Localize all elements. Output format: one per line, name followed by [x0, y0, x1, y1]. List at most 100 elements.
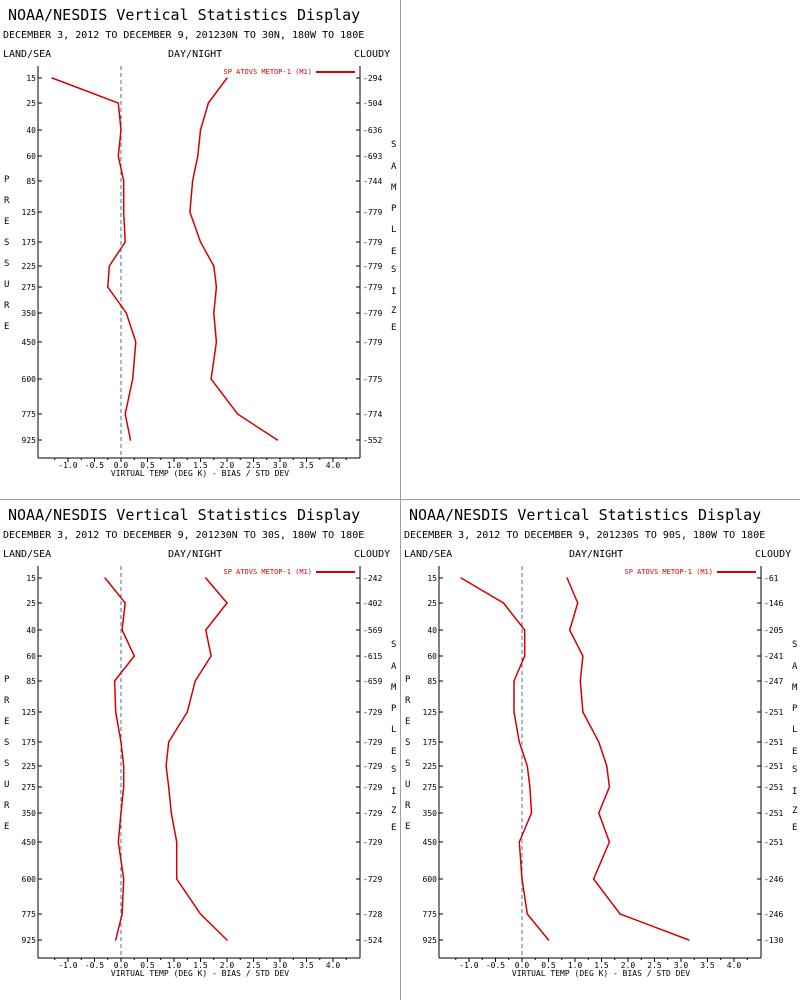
std-dev-line — [165, 577, 228, 941]
std-dev-point — [579, 680, 582, 682]
std-dev-point — [197, 155, 199, 157]
bias-point — [121, 629, 123, 631]
sample-size-label: -504 — [363, 99, 382, 108]
y-axis-label-letter: R — [4, 196, 10, 206]
std-dev-point — [598, 812, 600, 814]
pressure-tick-label: 15 — [26, 74, 36, 83]
pressure-tick-label: 15 — [427, 574, 437, 583]
bias-point — [122, 211, 125, 213]
right-axis-label-letter: S — [391, 265, 396, 275]
y-axis-label-letter: E — [4, 717, 9, 727]
pressure-tick-label: 275 — [22, 783, 37, 792]
sample-size-label: -779 — [363, 338, 382, 347]
header-land-sea: LAND/SEA — [3, 549, 51, 560]
bias-point — [521, 878, 523, 880]
right-axis-label-letter: M — [391, 183, 397, 193]
std-dev-point — [226, 77, 228, 79]
x-tick-label: 3.0 — [273, 461, 288, 470]
bias-point — [122, 180, 125, 182]
std-dev-point — [608, 786, 611, 788]
right-axis-label-letter: L — [391, 225, 396, 235]
x-tick-label: 3.0 — [674, 961, 689, 970]
bias-point — [133, 655, 136, 657]
std-dev-point — [226, 602, 228, 604]
y-axis-label-letter: U — [4, 780, 9, 790]
bias-point — [526, 765, 529, 767]
chart-panel-bottom-right: NOAA/NESDIS Vertical Statistics Display D… — [401, 500, 800, 1000]
std-dev-point — [186, 711, 189, 713]
pressure-tick-label: 600 — [22, 875, 37, 884]
sample-size-label: -251 — [764, 738, 783, 747]
std-dev-point — [598, 741, 600, 743]
y-axis-label-letter: P — [405, 675, 411, 685]
pressure-tick-label: 125 — [22, 208, 37, 217]
pressure-tick-label: 350 — [22, 809, 37, 818]
x-tick-label: 0.5 — [140, 961, 155, 970]
pressure-tick-label: 450 — [423, 838, 438, 847]
x-axis-label: VIRTUAL TEMP (DEG K) - BIAS / STD DEV — [111, 969, 289, 978]
sample-size-label: -524 — [363, 936, 382, 945]
y-axis-label-letter: R — [405, 696, 411, 706]
header-cloudy: CLOUDY — [755, 549, 791, 560]
pressure-tick-label: 60 — [26, 652, 36, 661]
sample-size-label: -744 — [363, 177, 382, 186]
sample-size-label: -241 — [764, 652, 783, 661]
right-axis-label-letter: E — [391, 823, 396, 833]
right-axis-label-letter: I — [391, 787, 396, 797]
legend-label: SP ATOVS METOP-1 (M1) — [223, 568, 312, 576]
y-axis-label-letter: E — [4, 217, 9, 227]
x-tick-label: -1.0 — [58, 961, 77, 970]
sample-size-label: -779 — [363, 283, 382, 292]
sample-size-label: -552 — [363, 436, 382, 445]
x-tick-label: 0.5 — [541, 961, 556, 970]
header-cloudy: CLOUDY — [354, 549, 390, 560]
horizontal-separator — [0, 499, 800, 500]
std-dev-line — [566, 577, 690, 941]
bias-point — [518, 741, 521, 743]
y-axis-label-letter: R — [405, 801, 411, 811]
legend-label: SP ATOVS METOP-1 (M1) — [223, 68, 312, 76]
pressure-tick-label: 775 — [22, 410, 37, 419]
sample-size-label: -294 — [363, 74, 382, 83]
std-dev-point — [215, 286, 218, 288]
sample-size-label: -205 — [764, 626, 783, 635]
chart-subtitle: DECEMBER 3, 2012 TO DECEMBER 9, 201230S … — [404, 530, 765, 541]
bias-point — [117, 155, 120, 157]
x-axis-label: VIRTUAL TEMP (DEG K) - BIAS / STD DEV — [512, 969, 690, 978]
std-dev-point — [167, 786, 170, 788]
std-dev-point — [199, 129, 202, 131]
x-tick-label: -0.5 — [85, 961, 104, 970]
sample-size-label: -569 — [363, 626, 382, 635]
legend-label: SP ATOVS METOP-1 (M1) — [624, 568, 713, 576]
std-dev-point — [619, 913, 621, 915]
x-tick-label: 2.0 — [220, 961, 235, 970]
bias-point — [523, 655, 526, 657]
bias-point — [530, 812, 533, 814]
std-dev-point — [576, 602, 579, 604]
x-tick-label: 2.0 — [621, 961, 636, 970]
y-axis-label-letter: U — [4, 280, 9, 290]
vertical-stats-chart: NOAA/NESDIS Vertical Statistics Display D… — [404, 506, 798, 978]
sample-size-label: -779 — [363, 238, 382, 247]
pressure-tick-label: 925 — [423, 936, 438, 945]
bias-point — [460, 577, 462, 579]
pressure-tick-label: 350 — [22, 309, 37, 318]
sample-size-label: -636 — [363, 126, 382, 135]
y-axis-label-letter: E — [405, 822, 410, 832]
sample-size-label: -402 — [363, 599, 382, 608]
sample-size-label: -779 — [363, 309, 382, 318]
right-axis-label-letter: I — [391, 287, 396, 297]
x-tick-label: 3.5 — [700, 961, 715, 970]
header-day-night: DAY/NIGHT — [569, 549, 623, 560]
sample-size-label: -729 — [363, 708, 382, 717]
pressure-tick-label: 60 — [427, 652, 437, 661]
sample-size-label: -247 — [764, 677, 783, 686]
std-dev-point — [213, 265, 215, 267]
bias-point — [502, 602, 505, 604]
std-dev-point — [175, 841, 178, 843]
bias-line — [104, 577, 136, 941]
sample-size-label: -251 — [764, 783, 783, 792]
bias-point — [117, 102, 120, 104]
sample-size-label: -729 — [363, 875, 382, 884]
y-axis-label-letter: P — [4, 175, 10, 185]
